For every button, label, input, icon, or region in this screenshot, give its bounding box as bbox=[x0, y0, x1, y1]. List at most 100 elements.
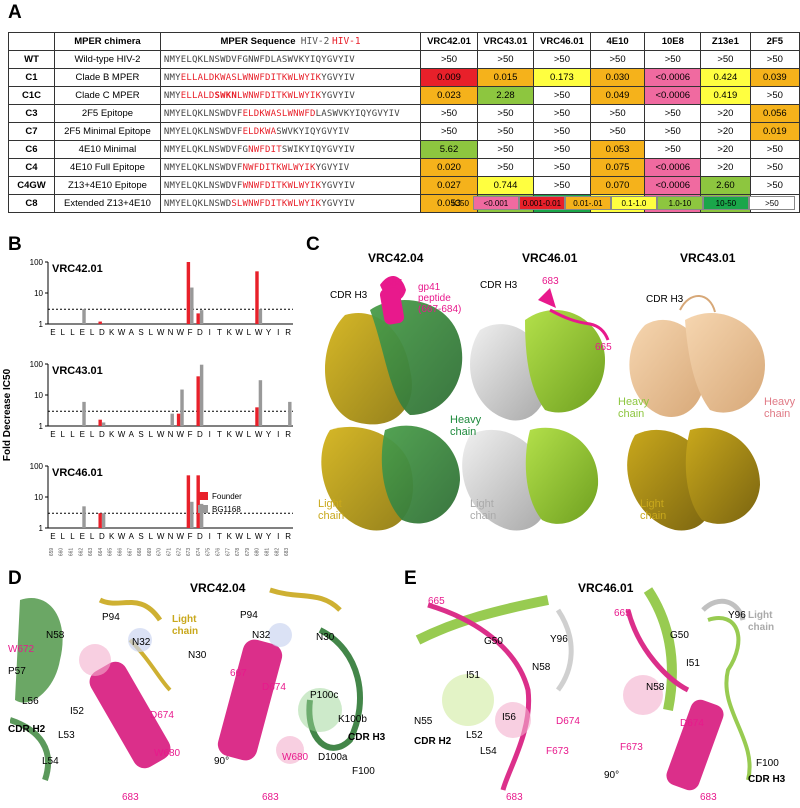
paneld-label-k100b: K100b bbox=[338, 714, 367, 725]
ic50-legend-swatch: 0.1-1.0 bbox=[610, 196, 657, 210]
x-tick-label: W bbox=[177, 430, 185, 439]
row-id: C8 bbox=[7, 194, 56, 213]
x-tick-label: D bbox=[197, 430, 203, 439]
panele-label-f100: F100 bbox=[756, 758, 779, 769]
ic50-cell: 5.62 bbox=[420, 140, 478, 159]
founder-bar bbox=[176, 413, 181, 426]
ic50-cell: >50 bbox=[589, 104, 646, 123]
panele-label-g50-2: G50 bbox=[670, 630, 689, 641]
x-tick-label: W bbox=[255, 430, 263, 439]
row-sequence: NMYELQKLNSWDVFELDKWASWVKYIQYGVYIV bbox=[159, 122, 422, 141]
panelc-title-vrc4204: VRC42.04 bbox=[368, 251, 424, 265]
position-label: 672 bbox=[176, 548, 182, 557]
ic50-cell: >50 bbox=[644, 50, 702, 69]
position-label: 677 bbox=[225, 548, 231, 557]
paneld-label-rotate: 90° bbox=[214, 756, 230, 767]
ic50-cell: 0.009 bbox=[420, 68, 478, 87]
paneld-label-n32-2: N32 bbox=[252, 630, 271, 641]
row-chimera-name: 2F5 Epitope bbox=[54, 104, 161, 123]
position-label: 680 bbox=[255, 548, 261, 557]
bg1168-bar bbox=[170, 413, 174, 426]
position-label: 670 bbox=[157, 548, 163, 557]
ic50-legend-swatch: 0.001-0.01 bbox=[518, 196, 565, 210]
panelc-heavy-chain-label-1: Heavy chain bbox=[450, 414, 482, 438]
x-tick-label: L bbox=[247, 430, 252, 439]
paneld-label-p94-2: P94 bbox=[240, 610, 258, 621]
ic50-cell: 0.056 bbox=[749, 104, 800, 123]
legend-founder-label: Founder bbox=[212, 492, 242, 501]
x-tick-label: N bbox=[168, 532, 174, 541]
ic50-cell: <0.0006 bbox=[644, 86, 702, 105]
row-id: C4GW bbox=[7, 176, 56, 195]
x-tick-label: E bbox=[50, 328, 55, 337]
founder-bar bbox=[98, 419, 102, 426]
mper-chimera-table: MPER chimera MPER Sequence HIV-2 HIV-1 V… bbox=[7, 32, 800, 213]
ic50-cell: <0.0006 bbox=[644, 158, 702, 177]
table-row: C1C Clade C MPER NMYELLALDSWKNLWNWFDITKWLW… bbox=[7, 86, 800, 105]
row-sequence: NMYELQKLNSWDVFGNWFDLASWVKYIQYGVYIV bbox=[159, 50, 422, 69]
x-tick-label: S bbox=[138, 532, 143, 541]
x-tick-label: W bbox=[177, 532, 185, 541]
row-chimera-name: 4E10 Full Epitope bbox=[54, 158, 161, 177]
position-label: 660 bbox=[59, 548, 65, 557]
x-tick-label: Y bbox=[266, 430, 272, 439]
panel-letter-c: C bbox=[306, 234, 320, 255]
bg1168-bar bbox=[101, 422, 106, 426]
x-tick-label: S bbox=[138, 328, 143, 337]
bg1168-bar bbox=[101, 513, 106, 528]
legend-founder-swatch bbox=[198, 492, 208, 500]
ic50-cell: 0.173 bbox=[533, 68, 591, 87]
row-id: C3 bbox=[7, 104, 56, 123]
ic50-cell: >50 bbox=[533, 50, 591, 69]
panele-label-n58-2: N58 bbox=[646, 682, 665, 693]
ic50-cell: >20 bbox=[700, 104, 751, 123]
panel-letter-d: D bbox=[8, 568, 22, 589]
x-tick-label: L bbox=[70, 430, 75, 439]
panelc-light-chain-label-3: Light chain bbox=[640, 498, 667, 522]
table-header-sequence: MPER Sequence HIV-2 HIV-1 bbox=[159, 32, 422, 51]
paneld-label-n30: N30 bbox=[188, 650, 207, 661]
panele-label-light-chain: Light chain bbox=[748, 610, 775, 633]
subplot-title: VRC43.01 bbox=[52, 365, 103, 377]
bg1168-bar bbox=[288, 401, 292, 426]
position-label: 683 bbox=[284, 548, 290, 557]
x-tick-label: W bbox=[177, 328, 185, 337]
bg1168-bar bbox=[82, 309, 86, 324]
paneld-label-683-1: 683 bbox=[122, 792, 139, 803]
ic50-cell: 2.28 bbox=[476, 86, 535, 105]
x-tick-label: W bbox=[157, 532, 165, 541]
x-tick-label: T bbox=[217, 328, 222, 337]
panelc-light-chain-label-1: Light chain bbox=[318, 498, 345, 522]
x-tick-label: N bbox=[168, 328, 174, 337]
position-label: 665 bbox=[108, 548, 114, 557]
panele-label-d674-2: D674 bbox=[680, 718, 704, 729]
ic50-cell: >50 bbox=[589, 122, 646, 141]
row-sequence: NMYELLALDSWKNLWNWFDITKWLWYIKYGVYIV bbox=[159, 86, 422, 105]
table-header-chimera: MPER chimera bbox=[54, 32, 161, 51]
bg1168-bar bbox=[199, 364, 204, 426]
x-tick-label: D bbox=[197, 532, 203, 541]
row-id: C1C bbox=[7, 86, 56, 105]
row-chimera-name: Wild-type HIV-2 bbox=[54, 50, 161, 69]
ic50-cell: >50 bbox=[749, 50, 800, 69]
paneld-label-p57: P57 bbox=[8, 666, 26, 677]
founder-bar bbox=[196, 376, 200, 426]
bg1168-bar bbox=[199, 503, 204, 528]
x-tick-label: W bbox=[235, 532, 243, 541]
x-tick-label: E bbox=[80, 430, 85, 439]
paneld-label-f100: F100 bbox=[352, 766, 375, 777]
position-label: 664 bbox=[98, 548, 104, 557]
table-header-blank bbox=[7, 32, 56, 51]
row-sequence: NMYELQKLNSWDSLWNWFDITKWLWYIKYGVYIV bbox=[159, 194, 422, 213]
y-tick-label: 1 bbox=[39, 320, 44, 329]
position-label: 667 bbox=[127, 548, 133, 557]
ic50-cell: >50 bbox=[644, 140, 702, 159]
founder-bar bbox=[186, 475, 191, 528]
x-tick-label: R bbox=[285, 532, 291, 541]
x-tick-label: L bbox=[247, 532, 252, 541]
position-label: 675 bbox=[206, 548, 212, 557]
ic50-legend-swatch: 10-50 bbox=[702, 196, 749, 210]
x-tick-label: W bbox=[157, 430, 165, 439]
ic50-cell: >50 bbox=[700, 50, 751, 69]
panele-label-i56: I56 bbox=[502, 712, 516, 723]
